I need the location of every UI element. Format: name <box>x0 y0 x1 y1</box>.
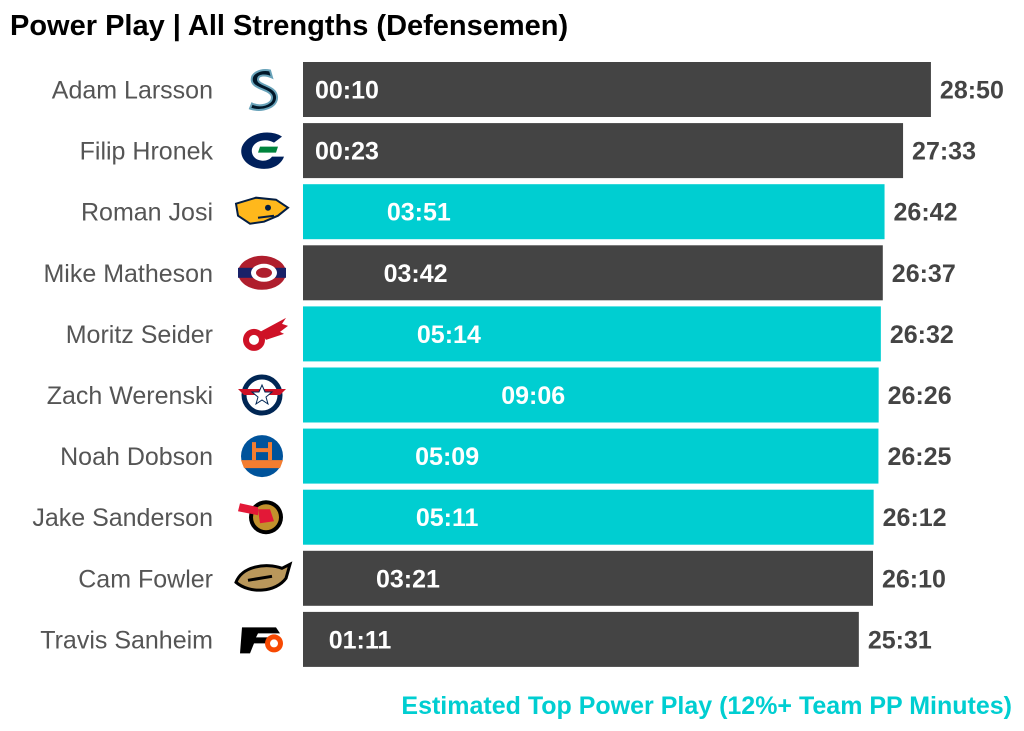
bar <box>303 428 879 484</box>
bar <box>303 611 859 667</box>
bar-row: Jake Sanderson 05:11 26:12 <box>32 489 947 545</box>
bar <box>303 62 931 117</box>
pp-time-label: 05:14 <box>417 321 481 349</box>
total-time-label: 26:25 <box>887 443 951 471</box>
flyers-logo-icon <box>240 627 283 654</box>
bar-row: Travis Sanheim 01:11 25:31 <box>40 611 932 667</box>
pp-time-label: 05:09 <box>415 443 479 471</box>
senators-logo-icon <box>238 500 283 535</box>
player-name-label: Mike Matheson <box>43 260 213 288</box>
bar-row: Roman Josi 03:51 26:42 <box>81 184 958 240</box>
total-time-label: 26:26 <box>888 382 952 410</box>
islanders-logo-icon <box>241 435 283 478</box>
player-name-label: Noah Dobson <box>60 443 213 471</box>
player-name-label: Moritz Seider <box>66 321 213 349</box>
total-time-label: 26:10 <box>882 565 946 593</box>
pp-time-label: 09:06 <box>501 382 565 410</box>
pp-time-label: 03:21 <box>376 565 440 593</box>
canucks-logo-icon <box>241 132 284 169</box>
pp-time-label: 03:42 <box>384 260 448 288</box>
total-time-label: 26:42 <box>894 199 958 227</box>
red-wings-logo-icon <box>243 317 288 351</box>
bar <box>303 550 873 606</box>
bar-row: Filip Hronek 00:23 27:33 <box>80 123 976 179</box>
total-time-label: 25:31 <box>868 626 932 654</box>
bar <box>303 123 904 179</box>
bar <box>303 184 885 240</box>
total-time-label: 26:37 <box>892 260 956 288</box>
bar-row: Mike Matheson 03:42 26:37 <box>43 245 956 301</box>
bars-group: Adam Larsson 00:10 28:50 Filip Hronek 00:23 2… <box>32 62 1004 667</box>
canadiens-logo-icon <box>238 255 286 290</box>
player-name-label: Filip Hronek <box>80 138 214 166</box>
player-name-label: Roman Josi <box>81 199 213 227</box>
blue-jackets-logo-icon <box>238 374 286 416</box>
total-time-label: 26:32 <box>890 321 954 349</box>
total-time-label: 27:33 <box>912 138 976 166</box>
player-name-label: Jake Sanderson <box>32 504 213 532</box>
bar-row: Moritz Seider 05:14 26:32 <box>66 306 954 362</box>
chart-caption: Estimated Top Power Play (12%+ Team PP M… <box>401 692 1012 720</box>
total-time-label: 26:12 <box>883 504 947 532</box>
ducks-logo-icon <box>234 561 293 592</box>
bar-row: Zach Werenski 09:06 26:26 <box>47 367 952 423</box>
predators-logo-icon <box>234 196 290 225</box>
chart-title: Power Play | All Strengths (Defensemen) <box>10 10 568 42</box>
pp-time-label: 01:11 <box>329 626 392 654</box>
total-time-label: 28:50 <box>940 77 1004 105</box>
pp-time-label: 05:11 <box>416 504 479 532</box>
bar-row: Noah Dobson 05:09 26:25 <box>60 428 951 484</box>
player-name-label: Travis Sanheim <box>40 626 213 654</box>
player-name-label: Adam Larsson <box>52 77 213 105</box>
bar-row: Cam Fowler 03:21 26:10 <box>78 550 946 606</box>
bar-row: Adam Larsson 00:10 28:50 <box>52 62 1004 117</box>
pp-time-label: 03:51 <box>387 199 451 227</box>
bar <box>303 367 879 423</box>
bar <box>303 489 874 545</box>
bar <box>303 245 883 301</box>
bar <box>303 306 881 362</box>
pp-time-label: 00:10 <box>315 77 379 105</box>
player-name-label: Cam Fowler <box>78 565 213 593</box>
kraken-logo-icon <box>248 69 278 111</box>
player-name-label: Zach Werenski <box>47 382 213 410</box>
pp-time-label: 00:23 <box>315 138 379 166</box>
